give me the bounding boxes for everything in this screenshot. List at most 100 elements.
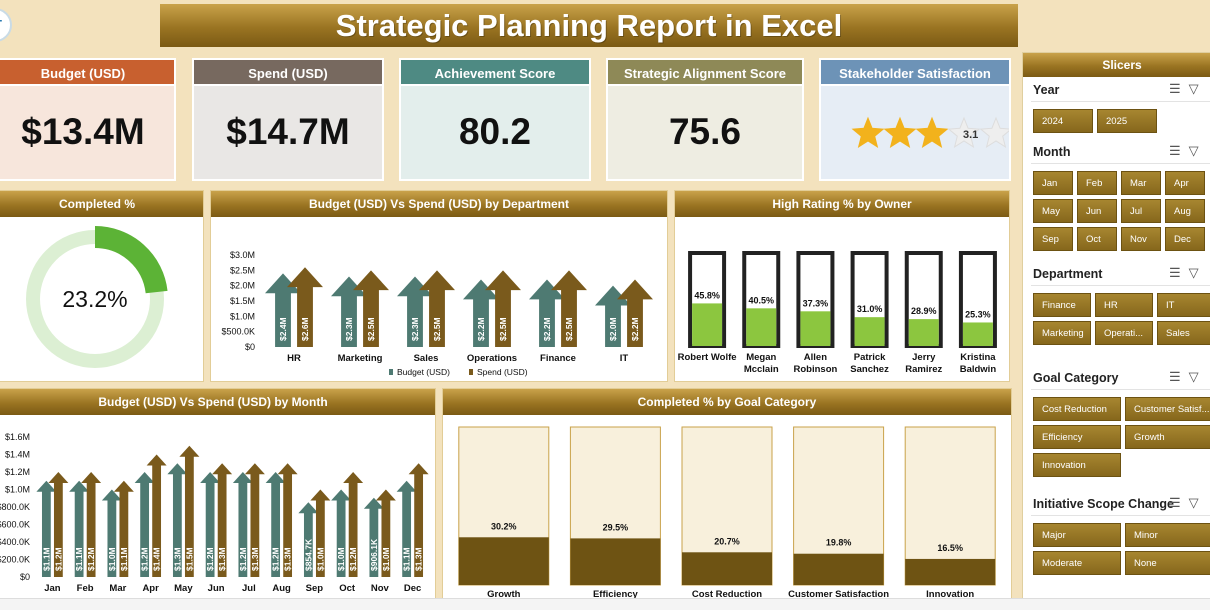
x-tick-label: Nov	[371, 583, 390, 594]
slicer-toolbar: ☰▽	[1169, 369, 1207, 385]
x-tick-label: HR	[287, 353, 301, 364]
budget-arrow-bar	[167, 463, 188, 577]
bar-data-label: $1.1M	[402, 547, 412, 571]
slicer-item[interactable]: None	[1125, 551, 1210, 575]
multiselect-icon[interactable]: ☰	[1169, 265, 1189, 280]
bar-data-label: $2.6M	[300, 317, 310, 341]
x-tick-label: Apr	[142, 583, 159, 594]
slicer-item[interactable]: May	[1033, 199, 1073, 223]
slicer-item[interactable]: Sep	[1033, 227, 1073, 251]
spend-arrow-bar	[48, 472, 69, 577]
y-tick-label: $0	[245, 342, 255, 352]
x-tick-label: Finance	[540, 353, 576, 364]
bar-data-label: $2.5M	[498, 317, 508, 341]
slicer-item[interactable]: Jan	[1033, 171, 1073, 195]
y-tick-label: $400.0K	[0, 537, 30, 547]
x-tick-label: Kristina	[960, 352, 996, 363]
y-tick-label: $1.5M	[230, 296, 255, 306]
spend-arrow-bar	[551, 270, 587, 347]
slicer-item[interactable]: Marketing	[1033, 321, 1091, 345]
multiselect-icon[interactable]: ☰	[1169, 369, 1189, 384]
bar-data-label: $1.4M	[152, 547, 162, 571]
clear-filter-icon[interactable]: ▽	[1188, 265, 1207, 280]
y-tick-label: $500.0K	[221, 327, 255, 337]
bar-data-label: $1.1M	[41, 547, 51, 571]
clear-filter-icon[interactable]: ▽	[1188, 81, 1207, 96]
slicer-item[interactable]: Jun	[1077, 199, 1117, 223]
slicer-item[interactable]: Efficiency	[1033, 425, 1121, 449]
slicer-item[interactable]: 2025	[1097, 109, 1157, 133]
multiselect-icon[interactable]: ☰	[1169, 81, 1189, 96]
slicer-item[interactable]: Minor	[1125, 523, 1210, 547]
slicer-item[interactable]: Moderate	[1033, 551, 1121, 575]
slicer-item[interactable]: Customer Satisf...	[1125, 397, 1210, 421]
legend-swatch	[469, 369, 473, 375]
legend-swatch	[389, 369, 393, 375]
goal-bar-fill	[570, 538, 661, 585]
bar-data-label: $1.1M	[74, 547, 84, 571]
kpi-card-stakeholder-satisfaction: Stakeholder Satisfaction 3.1	[819, 58, 1011, 181]
rating-bar-fill	[800, 311, 831, 346]
spend-arrow-bar	[343, 472, 364, 577]
slicer-toolbar: ☰▽	[1169, 143, 1207, 159]
slicer-item[interactable]: Oct	[1077, 227, 1117, 251]
clear-filter-icon[interactable]: ▽	[1188, 369, 1207, 384]
spend-arrow-bar	[617, 279, 653, 347]
x-tick-label: Dec	[404, 583, 421, 594]
slicer-item[interactable]: Apr	[1165, 171, 1205, 195]
slicer-item[interactable]: Nov	[1121, 227, 1161, 251]
slicer-item[interactable]: Finance	[1033, 293, 1091, 317]
star-filled-icon	[915, 116, 949, 148]
slicer-item[interactable]: 2024	[1033, 109, 1093, 133]
clear-filter-icon[interactable]: ▽	[1188, 495, 1207, 510]
slicer-item[interactable]: Feb	[1077, 171, 1117, 195]
slicer-item[interactable]: Jul	[1121, 199, 1161, 223]
clear-filter-icon[interactable]: ▽	[1188, 143, 1207, 158]
rating-bar-fill	[908, 319, 939, 346]
slicer-divider	[1031, 389, 1210, 390]
star-rating: 3.1	[851, 116, 1009, 148]
budget-arrow-bar	[265, 273, 301, 347]
bar-data-label: 19.8%	[826, 538, 852, 548]
multiselect-icon[interactable]: ☰	[1169, 495, 1189, 510]
slicer-item[interactable]: Operati...	[1095, 321, 1153, 345]
month-chart-panel: Budget (USD) Vs Spend (USD) by Month $0 $…	[0, 388, 436, 600]
slicer-item[interactable]: HR	[1095, 293, 1153, 317]
slicer-divider	[1031, 515, 1210, 516]
slicers-panel: Slicers Year ☰▽ 2024 2025 Month ☰▽ Jan Feb Mar Ap…	[1022, 52, 1210, 604]
slicer-item[interactable]: Cost Reduction	[1033, 397, 1121, 421]
bar-data-label: $1.3M	[250, 547, 260, 571]
slicer-item[interactable]: Growth	[1125, 425, 1210, 449]
y-tick-label: $600.0K	[0, 520, 30, 530]
spend-arrow-bar	[113, 480, 134, 577]
budget-arrow-bar	[101, 489, 122, 577]
budget-arrow-bar	[363, 497, 384, 577]
bar-data-label: 20.7%	[714, 536, 740, 546]
slicer-item[interactable]: Dec	[1165, 227, 1205, 251]
slicer-title: Month	[1033, 145, 1071, 159]
slicer-item[interactable]: Sales	[1157, 321, 1210, 345]
goal-bar-chart: 30.2% Growth 29.5% Efficiency 20.7% Cost Redu…	[458, 426, 996, 600]
x-tick-label: May	[174, 583, 193, 594]
star-empty-icon	[947, 116, 981, 148]
rating-bar-fill	[746, 308, 777, 346]
completed-donut-chart: 23.2%	[22, 226, 168, 372]
bar-data-label: $1.3M	[217, 547, 227, 571]
slicer-item[interactable]: IT	[1157, 293, 1210, 317]
rating-value: 3.1	[963, 129, 978, 141]
rating-bar-fill	[962, 322, 993, 346]
bar-data-label: $1.2M	[238, 547, 248, 571]
bar-data-label: $1.2M	[140, 547, 150, 571]
slicer-item[interactable]: Major	[1033, 523, 1121, 547]
x-tick-label: Operations	[467, 353, 517, 364]
multiselect-icon[interactable]: ☰	[1169, 143, 1189, 158]
slicer-item[interactable]: Mar	[1121, 171, 1161, 195]
slicer-item[interactable]: Aug	[1165, 199, 1205, 223]
spend-arrow-bar	[212, 463, 233, 577]
slicer-item[interactable]: Innovation	[1033, 453, 1121, 477]
y-tick-label: $1.6M	[5, 432, 30, 442]
bar-data-label: $2.2M	[630, 317, 640, 341]
budget-arrow-bar	[69, 480, 90, 577]
budget-arrow-bar	[134, 472, 155, 577]
